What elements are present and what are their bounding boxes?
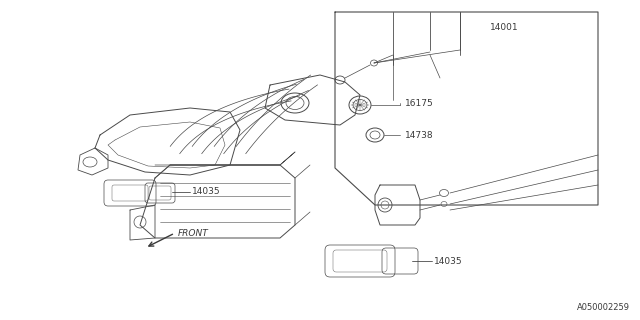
Text: 14035: 14035 — [192, 188, 221, 196]
Text: FRONT: FRONT — [178, 228, 209, 237]
Text: 16175: 16175 — [405, 99, 434, 108]
Text: 14001: 14001 — [490, 23, 518, 33]
Text: 14035: 14035 — [434, 257, 463, 266]
Text: A050002259: A050002259 — [577, 303, 630, 312]
Text: 14738: 14738 — [405, 131, 434, 140]
